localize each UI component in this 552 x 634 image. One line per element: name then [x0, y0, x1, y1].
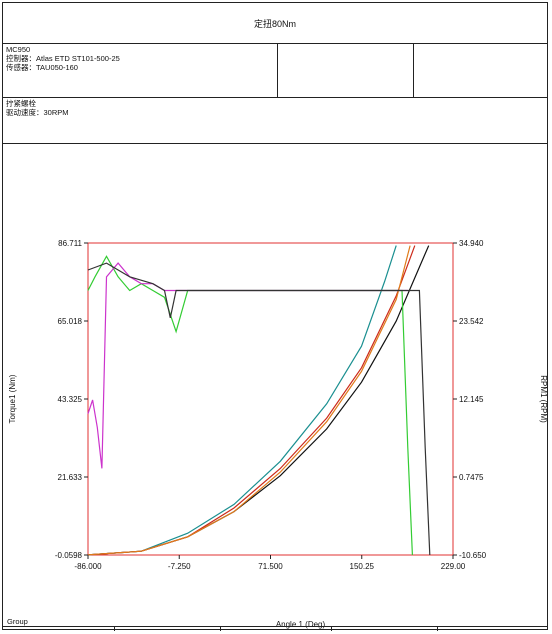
rpm-series-line	[87, 262, 431, 556]
y-left-tick-label: 43.325	[58, 395, 83, 404]
x-axis-label: Angle 1 (Deg)	[276, 620, 326, 629]
rpm-series-line	[87, 255, 413, 556]
y-right-tick-label: 0.7475	[459, 473, 484, 482]
torque-series-line	[87, 245, 430, 556]
y-left-tick-label: -0.0598	[55, 551, 83, 560]
x-tick-label: -86.000	[74, 562, 102, 571]
x-tick-label: 71.500	[258, 562, 283, 571]
y-left-tick-label: 21.633	[58, 473, 83, 482]
divider	[3, 97, 547, 98]
rpm-series-line	[87, 262, 408, 469]
divider	[437, 626, 438, 631]
operation-name: 拧紧螺栓	[6, 99, 36, 108]
device-name: MC950	[6, 45, 31, 54]
y-right-tick-label: 34.940	[459, 239, 484, 248]
y-left-tick-label: 86.711	[58, 239, 82, 248]
x-tick-label: -7.250	[168, 562, 191, 571]
divider	[3, 143, 547, 144]
divider	[3, 626, 547, 627]
x-tick-label: 150.25	[350, 562, 375, 571]
operation-info: 拧紧螺栓 驱动速度：30RPM	[6, 99, 69, 117]
y-right-tick-label: 23.542	[459, 317, 484, 326]
device-info: MC950 控制器：Atlas ETD ST101-500-25 传感器：TAU…	[6, 45, 120, 72]
divider	[277, 43, 278, 97]
y-right-tick-label: -10.650	[459, 551, 487, 560]
y-right-axis-label: RPM1 (RPM)	[539, 375, 548, 423]
y-left-tick-label: 65.018	[58, 317, 83, 326]
controller-info: 控制器：Atlas ETD ST101-500-25	[6, 54, 120, 63]
divider	[331, 626, 332, 631]
torque-angle-chart: -86.000 -7.250 71.500 150.25 229.00 86.711 65.…	[8, 239, 548, 629]
divider	[3, 43, 547, 44]
page-title: 定扭80Nm	[253, 19, 296, 29]
group-label: Group	[7, 617, 28, 626]
divider	[220, 626, 221, 631]
y-left-axis-label: Torque1 (Nm)	[8, 374, 17, 423]
torque-series-line	[87, 245, 416, 556]
divider	[413, 43, 414, 97]
torque-series-line	[87, 245, 397, 556]
torque-series-line	[87, 245, 411, 556]
drive-speed: 驱动速度：30RPM	[6, 108, 69, 117]
y-right-tick-label: 12.145	[459, 395, 484, 404]
sensor-info: 传感器：TAU050-160	[6, 63, 78, 72]
x-tick-label: 229.00	[441, 562, 466, 571]
divider	[114, 626, 115, 631]
